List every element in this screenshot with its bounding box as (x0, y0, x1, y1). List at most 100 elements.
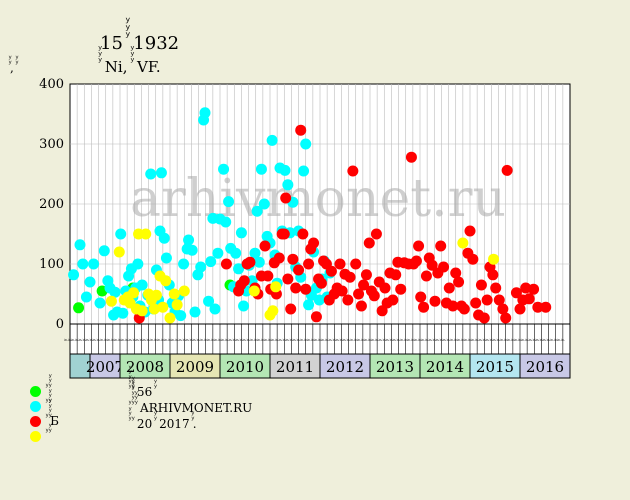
data-point (84, 276, 96, 288)
data-point (115, 228, 127, 240)
data-point (233, 263, 245, 275)
data-point (334, 258, 346, 270)
data-point (458, 303, 470, 315)
data-point (273, 252, 285, 264)
data-point (158, 232, 170, 244)
data-point (510, 287, 522, 299)
data-point (523, 293, 535, 305)
legend-entry: ꙷ ꙷꙷꙷ (30, 399, 59, 414)
data-point (470, 297, 482, 309)
data-point (438, 261, 450, 273)
data-points (68, 107, 552, 324)
data-point (395, 283, 407, 295)
data-point (220, 216, 232, 228)
data-point (355, 300, 367, 312)
data-point (300, 283, 312, 295)
data-point (282, 179, 294, 191)
y-tick-label: 400 (39, 77, 64, 92)
data-point (209, 303, 221, 315)
data-point (186, 244, 198, 256)
data-point (500, 312, 512, 324)
year-cell (119, 353, 171, 379)
data-point (481, 294, 493, 306)
data-point (280, 192, 292, 204)
data-point (467, 253, 479, 265)
year-cell (519, 353, 571, 379)
data-point (157, 301, 169, 313)
data-point (80, 291, 92, 303)
data-point (140, 228, 152, 240)
y-tick-label: 200 (39, 197, 64, 212)
data-point (178, 285, 190, 297)
data-point (98, 245, 110, 257)
data-point (390, 269, 402, 281)
data-point (270, 281, 282, 293)
data-point (218, 163, 230, 175)
data-point (370, 228, 382, 240)
data-point (77, 258, 89, 270)
legend-label: ꙷ ꙷꙷꙷ (47, 384, 51, 398)
data-point (178, 258, 190, 270)
data-point (293, 264, 305, 276)
data-point (105, 295, 117, 307)
data-point (344, 271, 356, 283)
legend-marker (30, 431, 41, 442)
data-point (253, 256, 265, 268)
data-point (410, 255, 422, 267)
legend-label: ꙷ ꙷꙷꙷ (47, 399, 51, 413)
year-label: 2012 (326, 358, 364, 376)
data-point (350, 258, 362, 270)
year-label: 2008 (126, 358, 164, 376)
legend-entry: ꙷ ꙷꙷꙷ (30, 384, 59, 399)
data-point (447, 300, 459, 312)
data-point (360, 269, 372, 281)
data-point (262, 270, 274, 282)
data-point (532, 301, 544, 313)
year-cell (419, 353, 471, 379)
data-point (368, 290, 380, 302)
data-point (171, 299, 183, 311)
chart-title: 15 ꙷꙷꙷ 1932 (100, 18, 179, 54)
data-point (238, 300, 250, 312)
y-tick-label: 0 (56, 317, 64, 332)
y-tick-label: 100 (39, 257, 64, 272)
data-point (212, 247, 224, 259)
watermark: arhivmonet.ru (130, 169, 506, 229)
x-axis: ꙷꙷꙷꙷꙷꙷꙷꙷꙷꙷꙷꙷꙷꙷꙷꙷꙷꙷꙷꙷꙷꙷꙷꙷꙷꙷꙷꙷꙷꙷꙷꙷꙷꙷꙷꙷꙷꙷꙷꙷ… (64, 323, 571, 379)
note-line: ꙷ ꙷꙷꙷꙷꙷꙷ ꙷꙷꙷ ARHIVMONET.RU (130, 401, 253, 415)
data-point (220, 258, 232, 270)
data-point (223, 196, 235, 208)
data-point (347, 165, 359, 177)
year-label: 2010 (226, 358, 264, 376)
data-point (259, 240, 271, 252)
data-point (405, 151, 417, 163)
data-point (501, 164, 513, 176)
data-point (145, 168, 157, 180)
data-point (248, 285, 260, 297)
legend-marker (30, 416, 41, 427)
data-point (199, 107, 211, 119)
data-point (290, 282, 302, 294)
data-point (310, 311, 322, 323)
year-cell (89, 353, 121, 379)
data-point (94, 297, 106, 309)
note-line: ꙷꙷꙷꙷꙷ ꙷꙷ 56 ꙷꙷ (130, 385, 156, 399)
data-point (113, 246, 125, 258)
data-point (450, 267, 462, 279)
data-point (379, 282, 391, 294)
legend-label: ꙷ ꙷꙷꙷꙷБ (47, 414, 59, 428)
data-point (418, 301, 430, 313)
legend-marker (30, 386, 41, 397)
year-label: 2009 (176, 358, 214, 376)
data-point (282, 273, 294, 285)
data-point (315, 277, 327, 289)
data-point (249, 247, 261, 259)
legend: ꙷ ꙷꙷꙷꙷ ꙷꙷꙷꙷ ꙷꙷꙷꙷБꙷ ꙷꙷ (30, 384, 59, 444)
data-point (435, 240, 447, 252)
data-point (429, 295, 441, 307)
legend-entry: ꙷ ꙷꙷ (30, 429, 59, 444)
data-point (258, 198, 270, 210)
data-point (464, 225, 476, 237)
data-point (278, 228, 290, 240)
